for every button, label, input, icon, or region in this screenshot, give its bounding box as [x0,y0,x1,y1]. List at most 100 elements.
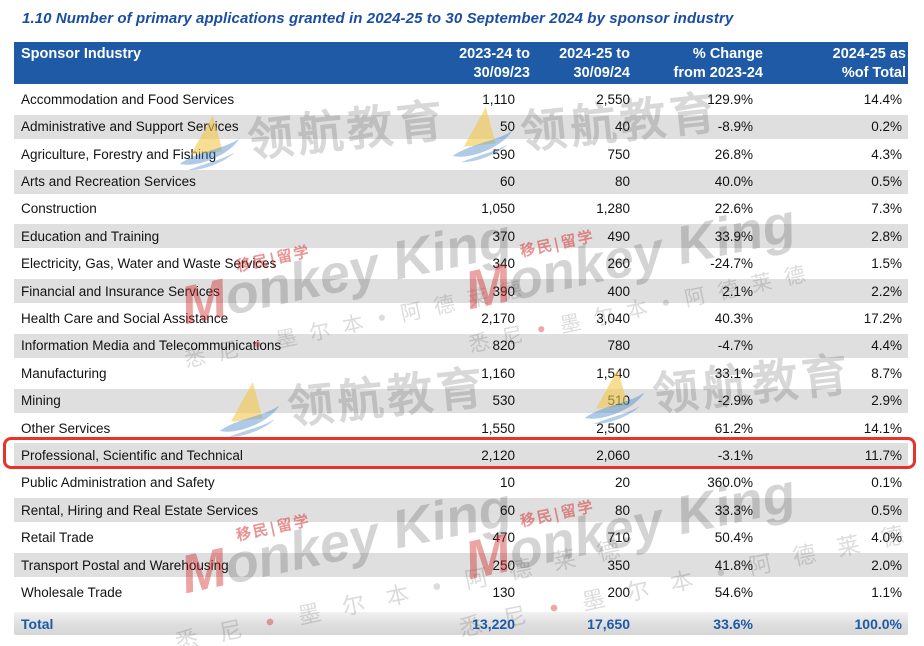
cell-pct-change: -3.1% [717,447,753,463]
cell-pct-change: 54.6% [714,584,753,600]
cell-2023-24: 60 [499,502,515,518]
cell-pct-of-total: 17.2% [863,311,902,327]
cell-pct-of-total: 11.7% [864,447,902,463]
cell-pct-of-total: 4.4% [871,338,902,354]
cell-2023-24: 340 [492,256,515,272]
cell-2024-25: 2,550 [596,91,630,107]
cell-2023-24: 820 [492,338,515,354]
cell-pct-of-total: 2.9% [871,393,902,409]
cell-pct-change: -2.9% [717,393,753,409]
cell-industry: Accommodation and Food Services [21,91,235,107]
cell-2023-24: 1,110 [482,91,515,107]
header-sponsor-industry: Sponsor Industry [21,46,142,62]
cell-pct-of-total: 4.3% [871,146,902,162]
cell-pct-change: 360.0% [707,475,753,491]
cell-industry: Public Administration and Safety [21,475,215,491]
header-2023-24: 2023-24 to 30/09/23 [459,46,530,81]
table-row: Accommodation and Food Services 1,110 2,… [14,87,908,111]
cell-industry: Retail Trade [21,530,94,546]
table-total-row: Total 13,220 17,650 33.6% 100.0% [14,612,908,636]
cell-2023-24: 50 [499,119,515,135]
cell-industry: Wholesale Trade [21,584,123,600]
cell-2023-24: 60 [499,174,515,190]
cell-pct-of-total: 0.1% [871,475,902,491]
cell-pct-of-total: 0.5% [871,174,902,190]
header-2024-25: 2024-25 to 30/09/24 [559,46,630,81]
cell-pct-of-total: 2.0% [871,557,902,573]
cell-2024-25: 260 [607,256,630,272]
cell-2023-24: 370 [492,228,515,244]
cell-pct-of-total: 4.0% [871,530,902,546]
total-2023-24: 13,220 [472,615,515,632]
cell-2024-25: 40 [614,119,630,135]
table-body: Accommodation and Food Services 1,110 2,… [14,87,908,604]
cell-2024-25: 750 [607,146,630,162]
table-row: Arts and Recreation Services 60 80 40.0%… [14,169,908,194]
cell-industry: Health Care and Social Assistance [21,311,229,327]
cell-2023-24: 1,160 [481,365,515,381]
cell-2024-25: 710 [607,530,630,546]
cell-pct-change: 41.8% [714,557,753,573]
cell-2023-24: 2,170 [481,311,515,327]
cell-2024-25: 1,540 [596,365,630,381]
cell-pct-of-total: 7.3% [871,201,902,217]
cell-2023-24: 10 [499,475,515,491]
cell-pct-of-total: 14.4% [863,91,902,107]
cell-pct-change: 33.1% [714,365,753,381]
table-row: Information Media and Telecommunications… [14,333,908,358]
cell-pct-of-total: 8.7% [871,365,902,381]
sponsor-industry-table: Sponsor Industry 2023-24 to 30/09/23 2024… [14,42,908,636]
cell-2024-25: 490 [607,228,630,244]
cell-industry: Transport Postal and Warehousing [21,557,229,573]
table-row: Transport Postal and Warehousing 250 350… [14,553,908,578]
cell-2023-24: 1,550 [481,420,515,436]
cell-2023-24: 1,050 [481,201,515,217]
total-label: Total [21,615,54,632]
cell-2024-25: 2,060 [596,447,630,463]
cell-pct-change: -8.9% [717,119,753,135]
table-row: Agriculture, Forestry and Fishing 590 75… [14,142,908,166]
cell-industry: Agriculture, Forestry and Fishing [21,146,217,162]
cell-pct-change: 40.0% [714,174,753,190]
cell-2023-24: 390 [492,283,515,299]
total-2024-25: 17,650 [587,615,630,632]
table-row: Health Care and Social Assistance 2,170 … [14,307,908,331]
cell-pct-of-total: 14.1% [863,420,902,436]
cell-2024-25: 80 [614,174,630,190]
cell-2023-24: 250 [492,557,515,573]
table-row: Education and Training 370 490 33.9% 2.8… [14,224,908,249]
cell-pct-of-total: 0.2% [871,119,902,135]
cell-industry: Information Media and Telecommunications [21,338,282,354]
cell-pct-of-total: 2.2% [871,283,902,299]
cell-pct-change: 40.3% [714,311,753,327]
cell-2024-25: 3,040 [596,311,630,327]
cell-pct-change: 129.9% [707,91,753,107]
cell-2024-25: 20 [614,475,630,491]
table-row: Financial and Insurance Services 390 400… [14,279,908,304]
cell-industry: Construction [21,201,97,217]
cell-pct-change: 2.1% [722,283,753,299]
cell-2024-25: 350 [607,557,630,573]
cell-industry: Professional, Scientific and Technical [21,447,243,463]
cell-pct-change: 22.6% [714,201,753,217]
cell-industry: Mining [21,393,61,409]
cell-pct-change: 61.2% [714,420,753,436]
cell-2023-24: 590 [492,146,515,162]
table-row: Wholesale Trade 130 200 54.6% 1.1% [14,580,908,604]
cell-2024-25: 1,280 [596,201,630,217]
total-pct-change: 33.6% [713,615,753,632]
cell-pct-change: 33.3% [714,502,753,518]
table-row: Retail Trade 470 710 50.4% 4.0% [14,526,908,550]
cell-pct-of-total: 2.8% [871,228,902,244]
cell-2024-25: 200 [607,584,630,600]
cell-pct-of-total: 1.5% [871,256,902,272]
cell-industry: Arts and Recreation Services [21,174,196,190]
table-row: Public Administration and Safety 10 20 3… [14,471,908,495]
table-row: Other Services 1,550 2,500 61.2% 14.1% [14,416,908,440]
cell-pct-change: -4.7% [717,338,753,354]
table-row: Construction 1,050 1,280 22.6% 7.3% [14,197,908,221]
page-title: 1.10 Number of primary applications gran… [22,10,734,27]
cell-2023-24: 470 [492,530,515,546]
cell-pct-change: -24.7% [710,256,753,272]
